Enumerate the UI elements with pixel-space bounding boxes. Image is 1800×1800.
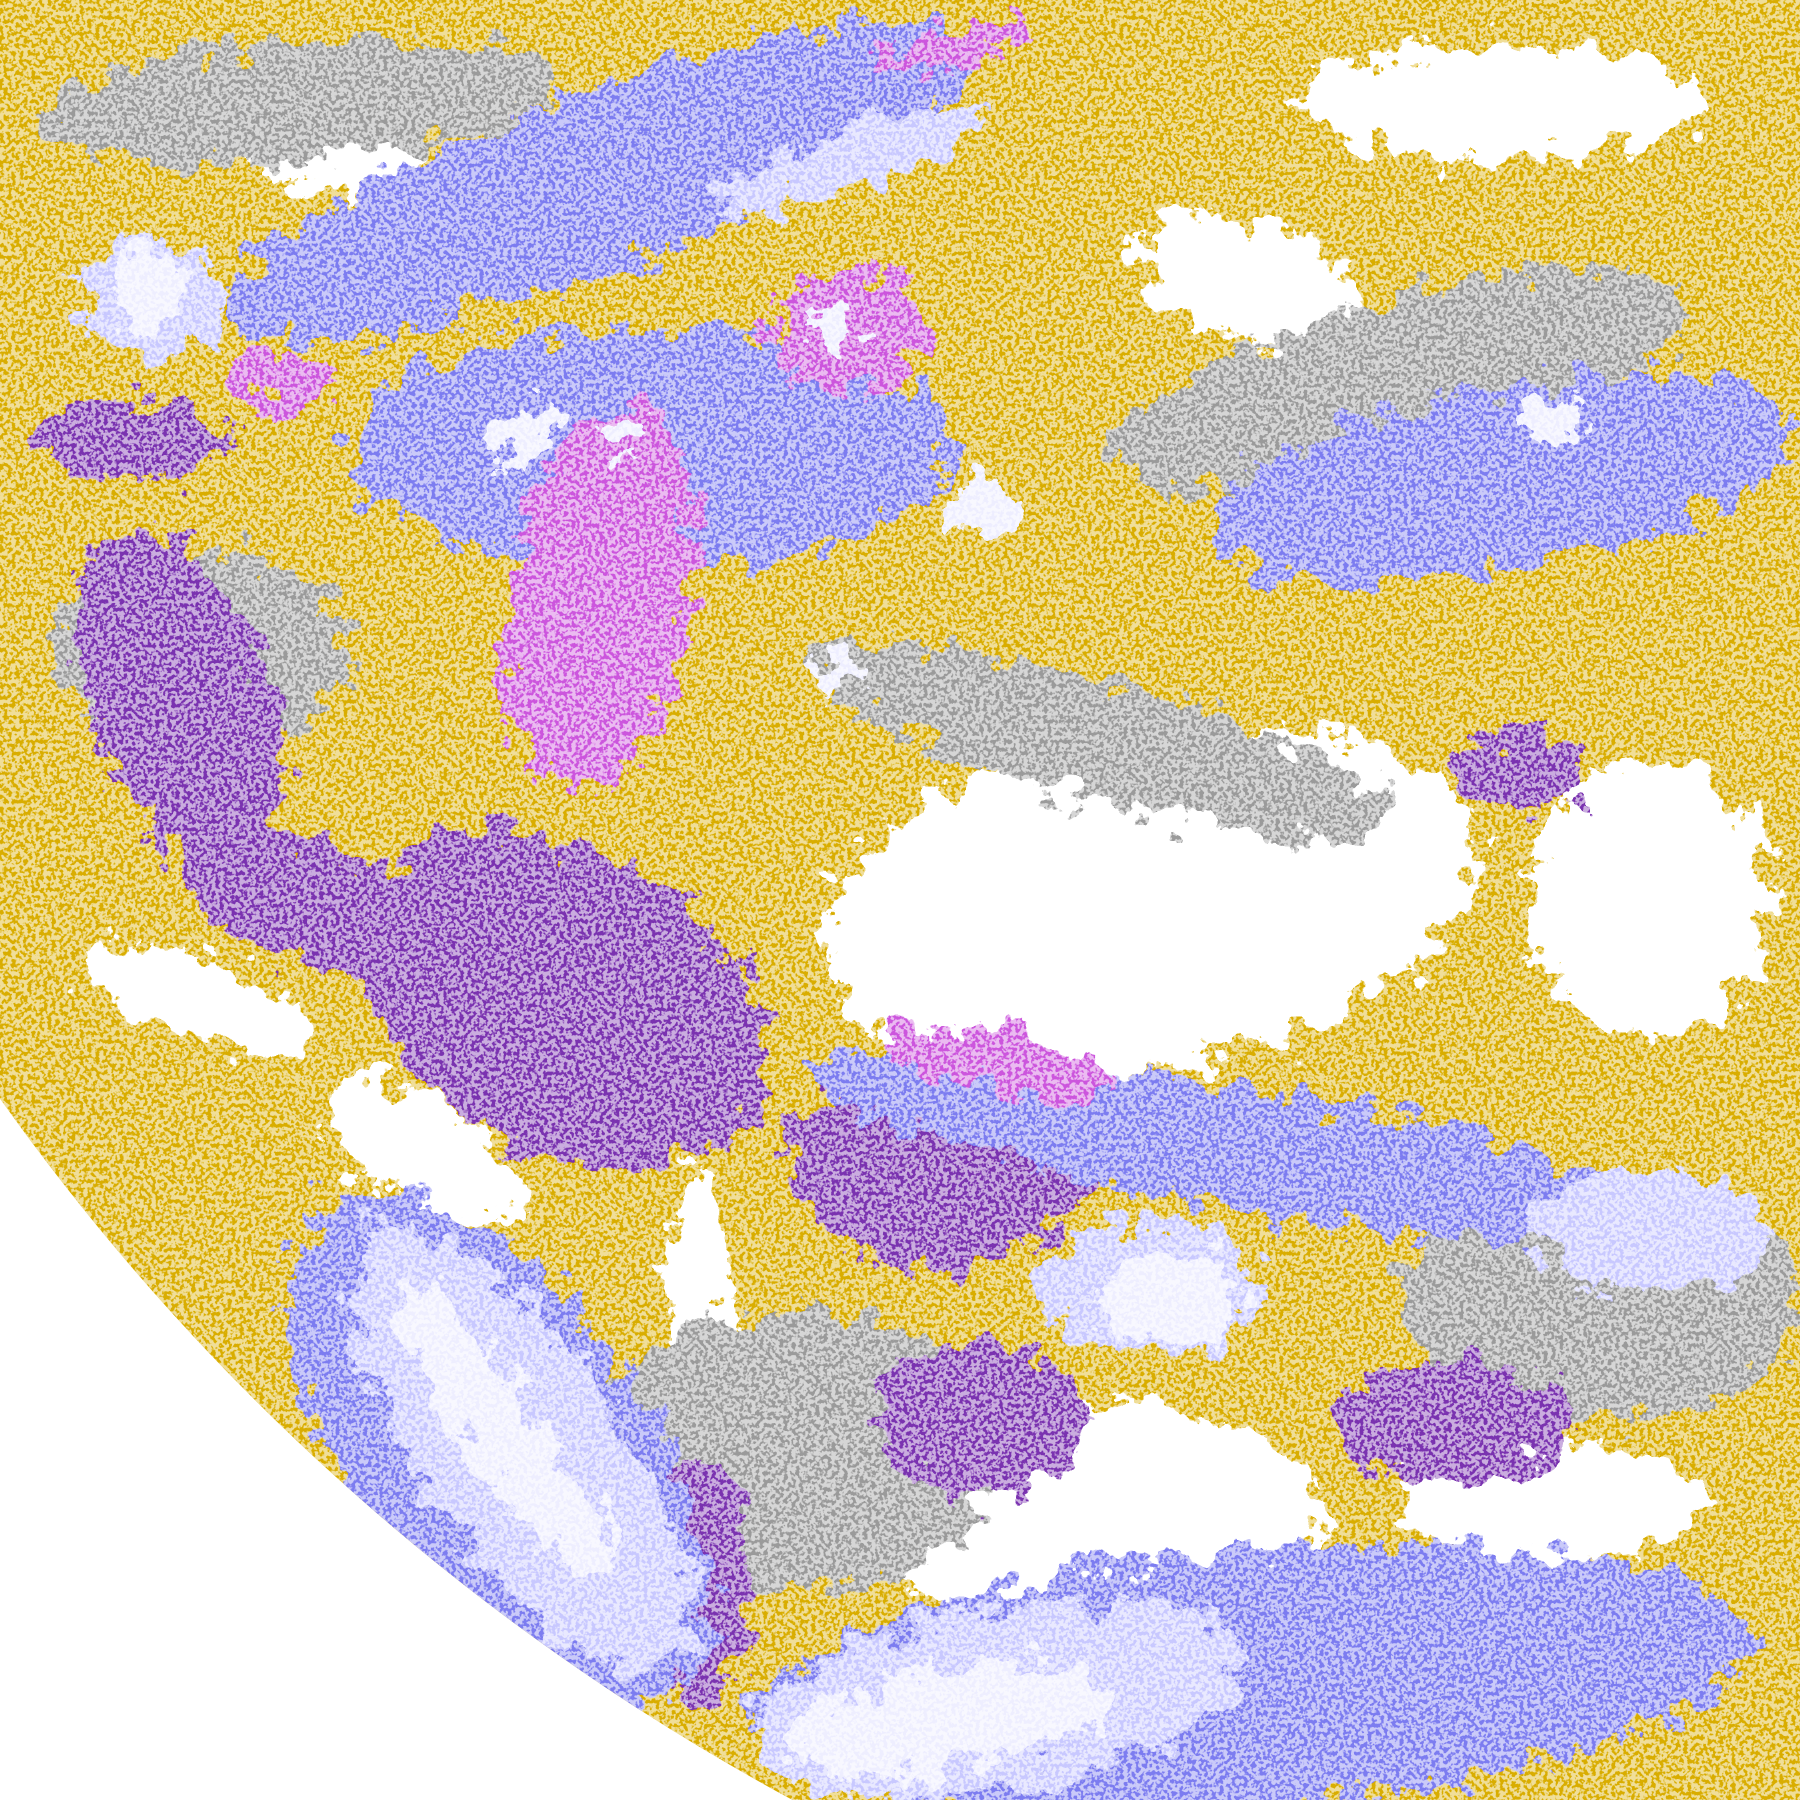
satellite-map xyxy=(0,0,1800,1800)
texture-overlay xyxy=(0,0,1800,1800)
earth-disk xyxy=(0,0,1800,1800)
cloud-classification-image xyxy=(0,0,1800,1800)
